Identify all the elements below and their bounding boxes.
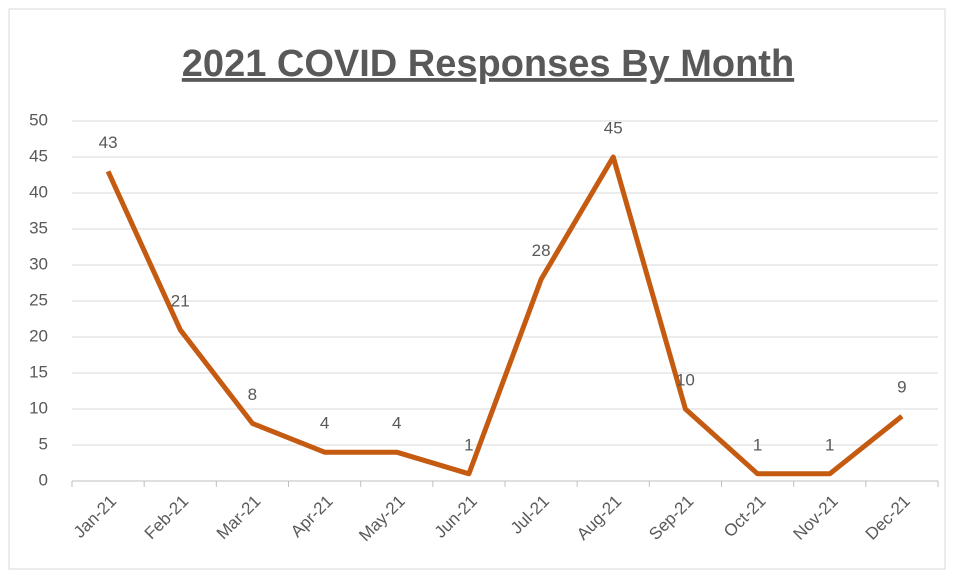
data-label: 1 [825, 435, 834, 454]
data-label: 4 [392, 414, 401, 433]
chart-border [8, 8, 946, 570]
y-tick-label: 40 [29, 182, 48, 201]
data-label: 9 [897, 378, 906, 397]
y-tick-label: 20 [29, 326, 48, 345]
data-label: 10 [676, 370, 695, 389]
data-label: 28 [532, 241, 551, 260]
data-label: 45 [604, 118, 623, 137]
y-tick-label: 35 [29, 218, 48, 237]
data-label: 1 [753, 435, 762, 454]
data-label: 21 [171, 291, 190, 310]
y-tick-label: 45 [29, 146, 48, 165]
y-tick-label: 50 [29, 110, 48, 129]
y-tick-label: 5 [39, 434, 48, 453]
y-tick-label: 25 [29, 290, 48, 309]
y-tick-label: 10 [29, 398, 48, 417]
data-label: 1 [464, 435, 473, 454]
chart-title: 2021 COVID Responses By Month [182, 43, 794, 85]
line-series [105, 154, 904, 477]
y-tick-label: 0 [39, 470, 48, 489]
data-label: 43 [99, 133, 118, 152]
data-label: 4 [320, 414, 329, 433]
y-tick-label: 30 [29, 254, 48, 273]
y-tick-label: 15 [29, 362, 48, 381]
data-label: 8 [248, 385, 257, 404]
